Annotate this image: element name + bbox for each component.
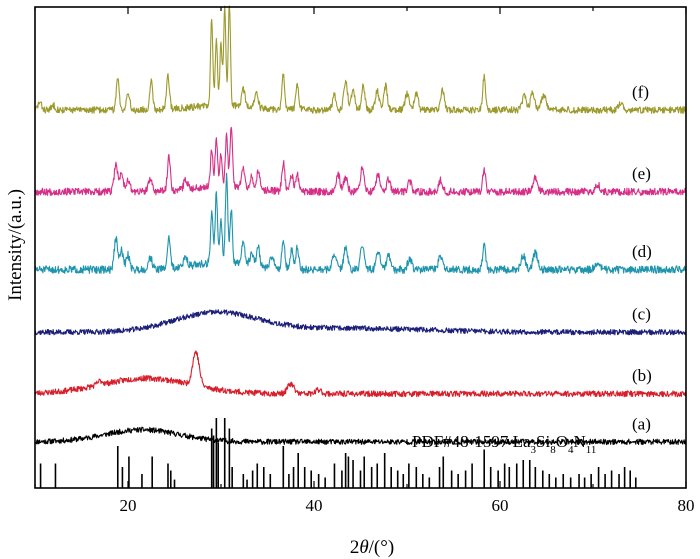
series-label: (f) [632,82,649,101]
x-tick-label: 60 [492,496,509,515]
series-label: (c) [632,305,651,324]
plot-frame [34,6,687,489]
series-labels: (a) (b) (c) (d) (e) (f) [632,82,652,433]
series-curve [34,5,687,114]
axes: 20 40 60 80 [34,6,695,515]
series-curve [34,350,687,398]
x-axis-title: 2θ/(°) [350,537,394,558]
series-label: (a) [632,414,651,433]
x-tick-label: 80 [678,496,695,515]
x-tick-label: 20 [120,496,137,515]
series-label: (d) [632,242,652,261]
series-curve [34,426,687,446]
series-layer [34,5,687,446]
series-curve [34,309,687,336]
series-curve [34,126,687,196]
y-axis-title: Intensity/(a.u.) [5,189,26,301]
series-label: (e) [632,164,651,183]
series-label: (b) [632,366,652,385]
x-tick-label: 40 [306,496,323,515]
series-curve [34,172,687,275]
